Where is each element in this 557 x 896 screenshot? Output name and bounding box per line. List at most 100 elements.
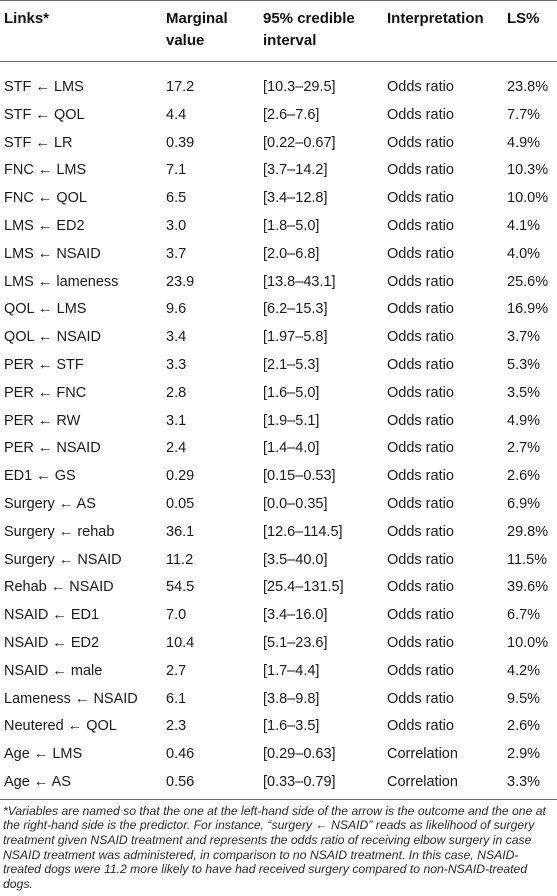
ls-percent-cell: 29.8% xyxy=(507,523,549,540)
credible-interval-cell: [0.15–0.53] xyxy=(263,468,336,485)
marginal-value-cell: 7.1 xyxy=(166,162,187,179)
ls-percent-cell: 2.7% xyxy=(507,440,541,457)
marginal-value-cell: 6.1 xyxy=(166,690,187,707)
marginal-value-cell: 7.0 xyxy=(166,607,187,624)
interpretation-cell: Odds ratio xyxy=(387,301,454,318)
marginal-value-cell: 10.4 xyxy=(166,634,195,651)
interpretation-cell: Odds ratio xyxy=(387,162,454,179)
ls-percent-cell: 6.7% xyxy=(507,607,541,624)
column-header-marginal-value: Marginal value xyxy=(162,0,259,62)
link-cell: STF ← LR xyxy=(4,134,73,151)
link-cell: FNC ← LMS xyxy=(4,162,87,179)
table-row: Neutered ← QOL 2.3 [1.6–3.5] Odds ratio … xyxy=(0,713,557,741)
credible-interval-cell: [3.4–16.0] xyxy=(263,607,328,624)
link-cell: LMS ← ED2 xyxy=(4,217,85,234)
link-cell: FNC ← QOL xyxy=(4,190,87,207)
marginal-value-cell: 17.2 xyxy=(166,79,195,95)
marginal-value-cell: 2.8 xyxy=(166,384,187,401)
ls-percent-cell: 25.6% xyxy=(507,273,549,290)
link-cell: Age ← LMS xyxy=(4,746,83,763)
interpretation-cell: Odds ratio xyxy=(387,607,454,624)
table-body: STF ← LMS 17.2 [10.3–29.5] Odds ratio 23… xyxy=(0,62,557,800)
credible-interval-cell: [2.0–6.8] xyxy=(263,245,320,262)
ls-percent-cell: 6.9% xyxy=(507,495,541,512)
table-row: LMS ← ED2 3.0 [1.8–5.0] Odds ratio 4.1% xyxy=(0,213,557,241)
table-row: PER ← RW 3.1 [1.9–5.1] Odds ratio 4.9% xyxy=(0,408,557,436)
interpretation-cell: Odds ratio xyxy=(387,217,454,234)
interpretation-cell: Odds ratio xyxy=(387,79,454,95)
marginal-value-cell: 2.3 xyxy=(166,718,187,735)
table-row: STF ← LMS 17.2 [10.3–29.5] Odds ratio 23… xyxy=(0,62,557,102)
interpretation-cell: Odds ratio xyxy=(387,134,454,151)
table-row: PER ← FNC 2.8 [1.6–5.0] Odds ratio 3.5% xyxy=(0,380,557,408)
ls-percent-cell: 2.6% xyxy=(507,718,541,735)
ls-percent-cell: 11.5% xyxy=(507,551,548,568)
credible-interval-cell: [10.3–29.5] xyxy=(263,79,336,95)
table-row: Age ← LMS 0.46 [0.29–0.63] Correlation 2… xyxy=(0,741,557,769)
interpretation-cell: Correlation xyxy=(383,768,503,800)
table-footnote: *Variables are named so that the one at … xyxy=(3,803,546,891)
link-cell: NSAID ← ED1 xyxy=(4,607,100,624)
credible-interval-cell: [3.7–14.2] xyxy=(263,162,328,179)
credible-interval-cell: [0.33–0.79] xyxy=(259,768,383,800)
link-cell: PER ← RW xyxy=(4,412,81,429)
table-row: STF ← LR 0.39 [0.22–0.67] Odds ratio 4.9… xyxy=(0,130,557,158)
interpretation-cell: Odds ratio xyxy=(387,106,454,123)
interpretation-cell: Odds ratio xyxy=(387,329,454,346)
marginal-value-cell: 0.56 xyxy=(162,768,259,800)
credible-interval-cell: [3.5–40.0] xyxy=(263,551,328,568)
credible-interval-cell: [1.6–5.0] xyxy=(263,384,320,401)
marginal-value-cell: 0.05 xyxy=(166,495,195,512)
link-cell: Neutered ← QOL xyxy=(4,718,117,735)
interpretation-cell: Odds ratio xyxy=(387,440,454,457)
marginal-value-cell: 4.4 xyxy=(166,106,187,123)
column-header-ls-percent: LS% xyxy=(503,0,557,62)
ls-percent-cell: 10.3% xyxy=(507,162,549,179)
table-row: STF ← QOL 4.4 [2.6–7.6] Odds ratio 7.7% xyxy=(0,102,557,130)
marginal-value-cell: 2.7 xyxy=(166,662,187,679)
interpretation-cell: Odds ratio xyxy=(387,495,454,512)
credible-interval-cell: [2.6–7.6] xyxy=(263,106,320,123)
marginal-value-cell: 0.39 xyxy=(166,134,195,151)
marginal-value-cell: 3.3 xyxy=(166,356,187,373)
interpretation-cell: Odds ratio xyxy=(387,579,454,596)
marginal-value-cell: 2.4 xyxy=(166,440,187,457)
link-cell: Age ← AS xyxy=(0,768,162,800)
credible-interval-cell: [1.8–5.0] xyxy=(263,217,320,234)
table-row: NSAID ← ED1 7.0 [3.4–16.0] Odds ratio 6.… xyxy=(0,602,557,630)
table-row: NSAID ← ED2 10.4 [5.1–23.6] Odds ratio 1… xyxy=(0,630,557,658)
column-header-links: Links* xyxy=(0,0,162,62)
marginal-value-cell: 3.0 xyxy=(166,217,187,234)
table-row: LMS ← lameness 23.9 [13.8–43.1] Odds rat… xyxy=(0,269,557,297)
marginal-value-cell: 54.5 xyxy=(166,579,195,596)
table-row: NSAID ← male 2.7 [1.7–4.4] Odds ratio 4.… xyxy=(0,658,557,686)
table-row: ED1 ← GS 0.29 [0.15–0.53] Odds ratio 2.6… xyxy=(0,463,557,491)
link-cell: LMS ← NSAID xyxy=(4,245,101,262)
link-cell: Surgery ← rehab xyxy=(4,523,115,540)
ls-percent-cell: 4.1% xyxy=(507,217,541,234)
column-header-interpretation: Interpretation xyxy=(383,0,503,62)
link-cell: STF ← LMS xyxy=(4,79,84,95)
link-cell: Surgery ← AS xyxy=(4,495,96,512)
table-row: Surgery ← NSAID 11.2 [3.5–40.0] Odds rat… xyxy=(0,547,557,575)
marginal-value-cell: 3.7 xyxy=(166,245,187,262)
table-row: PER ← STF 3.3 [2.1–5.3] Odds ratio 5.3% xyxy=(0,352,557,380)
header-row: Links* Marginal value 95% credible inter… xyxy=(0,0,557,62)
table-row: Surgery ← AS 0.05 [0.0–0.35] Odds ratio … xyxy=(0,491,557,519)
credible-interval-cell: [1.97–5.8] xyxy=(263,329,328,346)
interpretation-cell: Odds ratio xyxy=(387,384,454,401)
table-row: QOL ← LMS 9.6 [6.2–15.3] Odds ratio 16.9… xyxy=(0,296,557,324)
credible-interval-cell: [0.22–0.67] xyxy=(263,134,336,151)
credible-interval-cell: [25.4–131.5] xyxy=(263,579,344,596)
table-row: Age ← AS 0.56 [0.33–0.79] Correlation 3.… xyxy=(0,768,557,800)
ls-percent-cell: 3.3% xyxy=(503,768,557,800)
ls-percent-cell: 4.9% xyxy=(507,134,541,151)
ls-percent-cell: 4.9% xyxy=(507,412,541,429)
link-cell: PER ← STF xyxy=(4,356,84,373)
table-row: Surgery ← rehab 36.1 [12.6–114.5] Odds r… xyxy=(0,519,557,547)
interpretation-cell: Odds ratio xyxy=(387,523,454,540)
table-row: Rehab ← NSAID 54.5 [25.4–131.5] Odds rat… xyxy=(0,574,557,602)
credible-interval-cell: [3.8–9.8] xyxy=(263,690,320,707)
credible-interval-cell: [1.6–3.5] xyxy=(263,718,320,735)
